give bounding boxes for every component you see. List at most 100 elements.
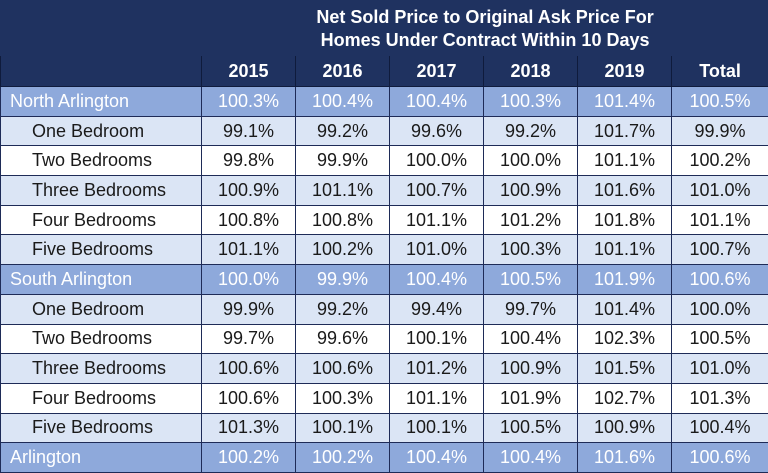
cell-2018: 99.2% [484, 116, 578, 146]
cell-2019: 101.1% [578, 146, 672, 176]
cell-total: 101.3% [672, 383, 768, 413]
cell-2016: 99.2% [296, 294, 390, 324]
cell-2015: 100.6% [202, 383, 296, 413]
cell-2017: 99.4% [390, 294, 484, 324]
cell-total: 101.0% [672, 354, 768, 384]
row-label: Four Bedrooms [1, 205, 202, 235]
cell-total: 100.5% [672, 87, 768, 117]
cell-2016: 99.2% [296, 116, 390, 146]
cell-2015: 99.7% [202, 324, 296, 354]
column-header-2017: 2017 [390, 56, 484, 87]
cell-2019: 101.1% [578, 235, 672, 265]
cell-2016: 100.6% [296, 354, 390, 384]
title-corner-cell [1, 1, 202, 56]
cell-2018: 100.3% [484, 235, 578, 265]
row-label: One Bedroom [1, 294, 202, 324]
cell-2019: 101.9% [578, 265, 672, 295]
cell-2018: 100.5% [484, 265, 578, 295]
cell-2019: 101.5% [578, 354, 672, 384]
row-label: South Arlington [1, 265, 202, 295]
row-label: Four Bedrooms [1, 383, 202, 413]
cell-2016: 101.1% [296, 176, 390, 206]
cell-2015: 99.8% [202, 146, 296, 176]
cell-2017: 100.0% [390, 146, 484, 176]
cell-total: 100.5% [672, 324, 768, 354]
cell-2015: 100.0% [202, 265, 296, 295]
row-label: Two Bedrooms [1, 146, 202, 176]
cell-2018: 101.2% [484, 205, 578, 235]
cell-2016: 100.4% [296, 87, 390, 117]
cell-2019: 102.3% [578, 324, 672, 354]
cell-2018: 100.9% [484, 176, 578, 206]
row-label: Three Bedrooms [1, 354, 202, 384]
cell-total: 99.9% [672, 116, 768, 146]
table-title-line-2: Homes Under Contract Within 10 Days [202, 29, 768, 52]
cell-2016: 100.2% [296, 235, 390, 265]
cell-2016: 100.8% [296, 205, 390, 235]
column-header-2015: 2015 [202, 56, 296, 87]
row-label: Five Bedrooms [1, 413, 202, 443]
cell-2015: 100.8% [202, 205, 296, 235]
cell-total: 100.4% [672, 413, 768, 443]
row-label: Two Bedrooms [1, 324, 202, 354]
row-label: One Bedroom [1, 116, 202, 146]
cell-total: 100.7% [672, 235, 768, 265]
cell-2015: 100.6% [202, 354, 296, 384]
cell-2018: 100.0% [484, 146, 578, 176]
column-header-2016: 2016 [296, 56, 390, 87]
cell-2017: 100.1% [390, 324, 484, 354]
row-label: Three Bedrooms [1, 176, 202, 206]
cell-2016: 100.1% [296, 413, 390, 443]
cell-2016: 99.9% [296, 146, 390, 176]
cell-2019: 100.9% [578, 413, 672, 443]
cell-2017: 101.1% [390, 383, 484, 413]
cell-2018: 100.5% [484, 413, 578, 443]
cell-2015: 101.1% [202, 235, 296, 265]
cell-2017: 101.2% [390, 354, 484, 384]
cell-2017: 100.7% [390, 176, 484, 206]
cell-2019: 101.4% [578, 87, 672, 117]
cell-2017: 99.6% [390, 116, 484, 146]
cell-total: 101.1% [672, 205, 768, 235]
cell-2016: 100.3% [296, 383, 390, 413]
cell-2015: 99.9% [202, 294, 296, 324]
column-header-2018: 2018 [484, 56, 578, 87]
cell-total: 101.0% [672, 176, 768, 206]
cell-2019: 101.7% [578, 116, 672, 146]
cell-2018: 100.3% [484, 87, 578, 117]
cell-2019: 102.7% [578, 383, 672, 413]
cell-2018: 100.4% [484, 324, 578, 354]
cell-2017: 101.0% [390, 235, 484, 265]
cell-2017: 101.1% [390, 205, 484, 235]
cell-total: 100.6% [672, 265, 768, 295]
table-title-line-1: Net Sold Price to Original Ask Price For [202, 6, 768, 29]
cell-2015: 100.3% [202, 87, 296, 117]
cell-2017: 100.1% [390, 413, 484, 443]
cell-2017: 100.4% [390, 265, 484, 295]
cell-2017: 100.4% [390, 87, 484, 117]
cell-2018: 101.9% [484, 383, 578, 413]
cell-2015: 101.3% [202, 413, 296, 443]
cell-2015: 99.1% [202, 116, 296, 146]
cell-2018: 99.7% [484, 294, 578, 324]
cell-2019: 101.8% [578, 205, 672, 235]
cell-2019: 101.4% [578, 294, 672, 324]
header-corner-cell [1, 56, 202, 87]
cell-total: 100.0% [672, 294, 768, 324]
